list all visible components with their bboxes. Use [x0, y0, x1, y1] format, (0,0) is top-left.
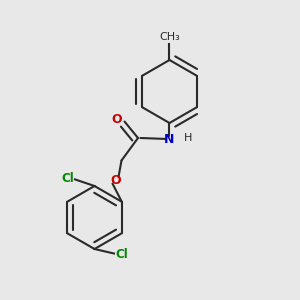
Text: Cl: Cl	[61, 172, 74, 185]
Text: O: O	[112, 112, 122, 126]
Text: CH₃: CH₃	[159, 32, 180, 42]
Text: Cl: Cl	[115, 248, 128, 261]
Text: O: O	[110, 173, 121, 187]
Text: H: H	[184, 133, 192, 143]
Text: N: N	[164, 133, 175, 146]
